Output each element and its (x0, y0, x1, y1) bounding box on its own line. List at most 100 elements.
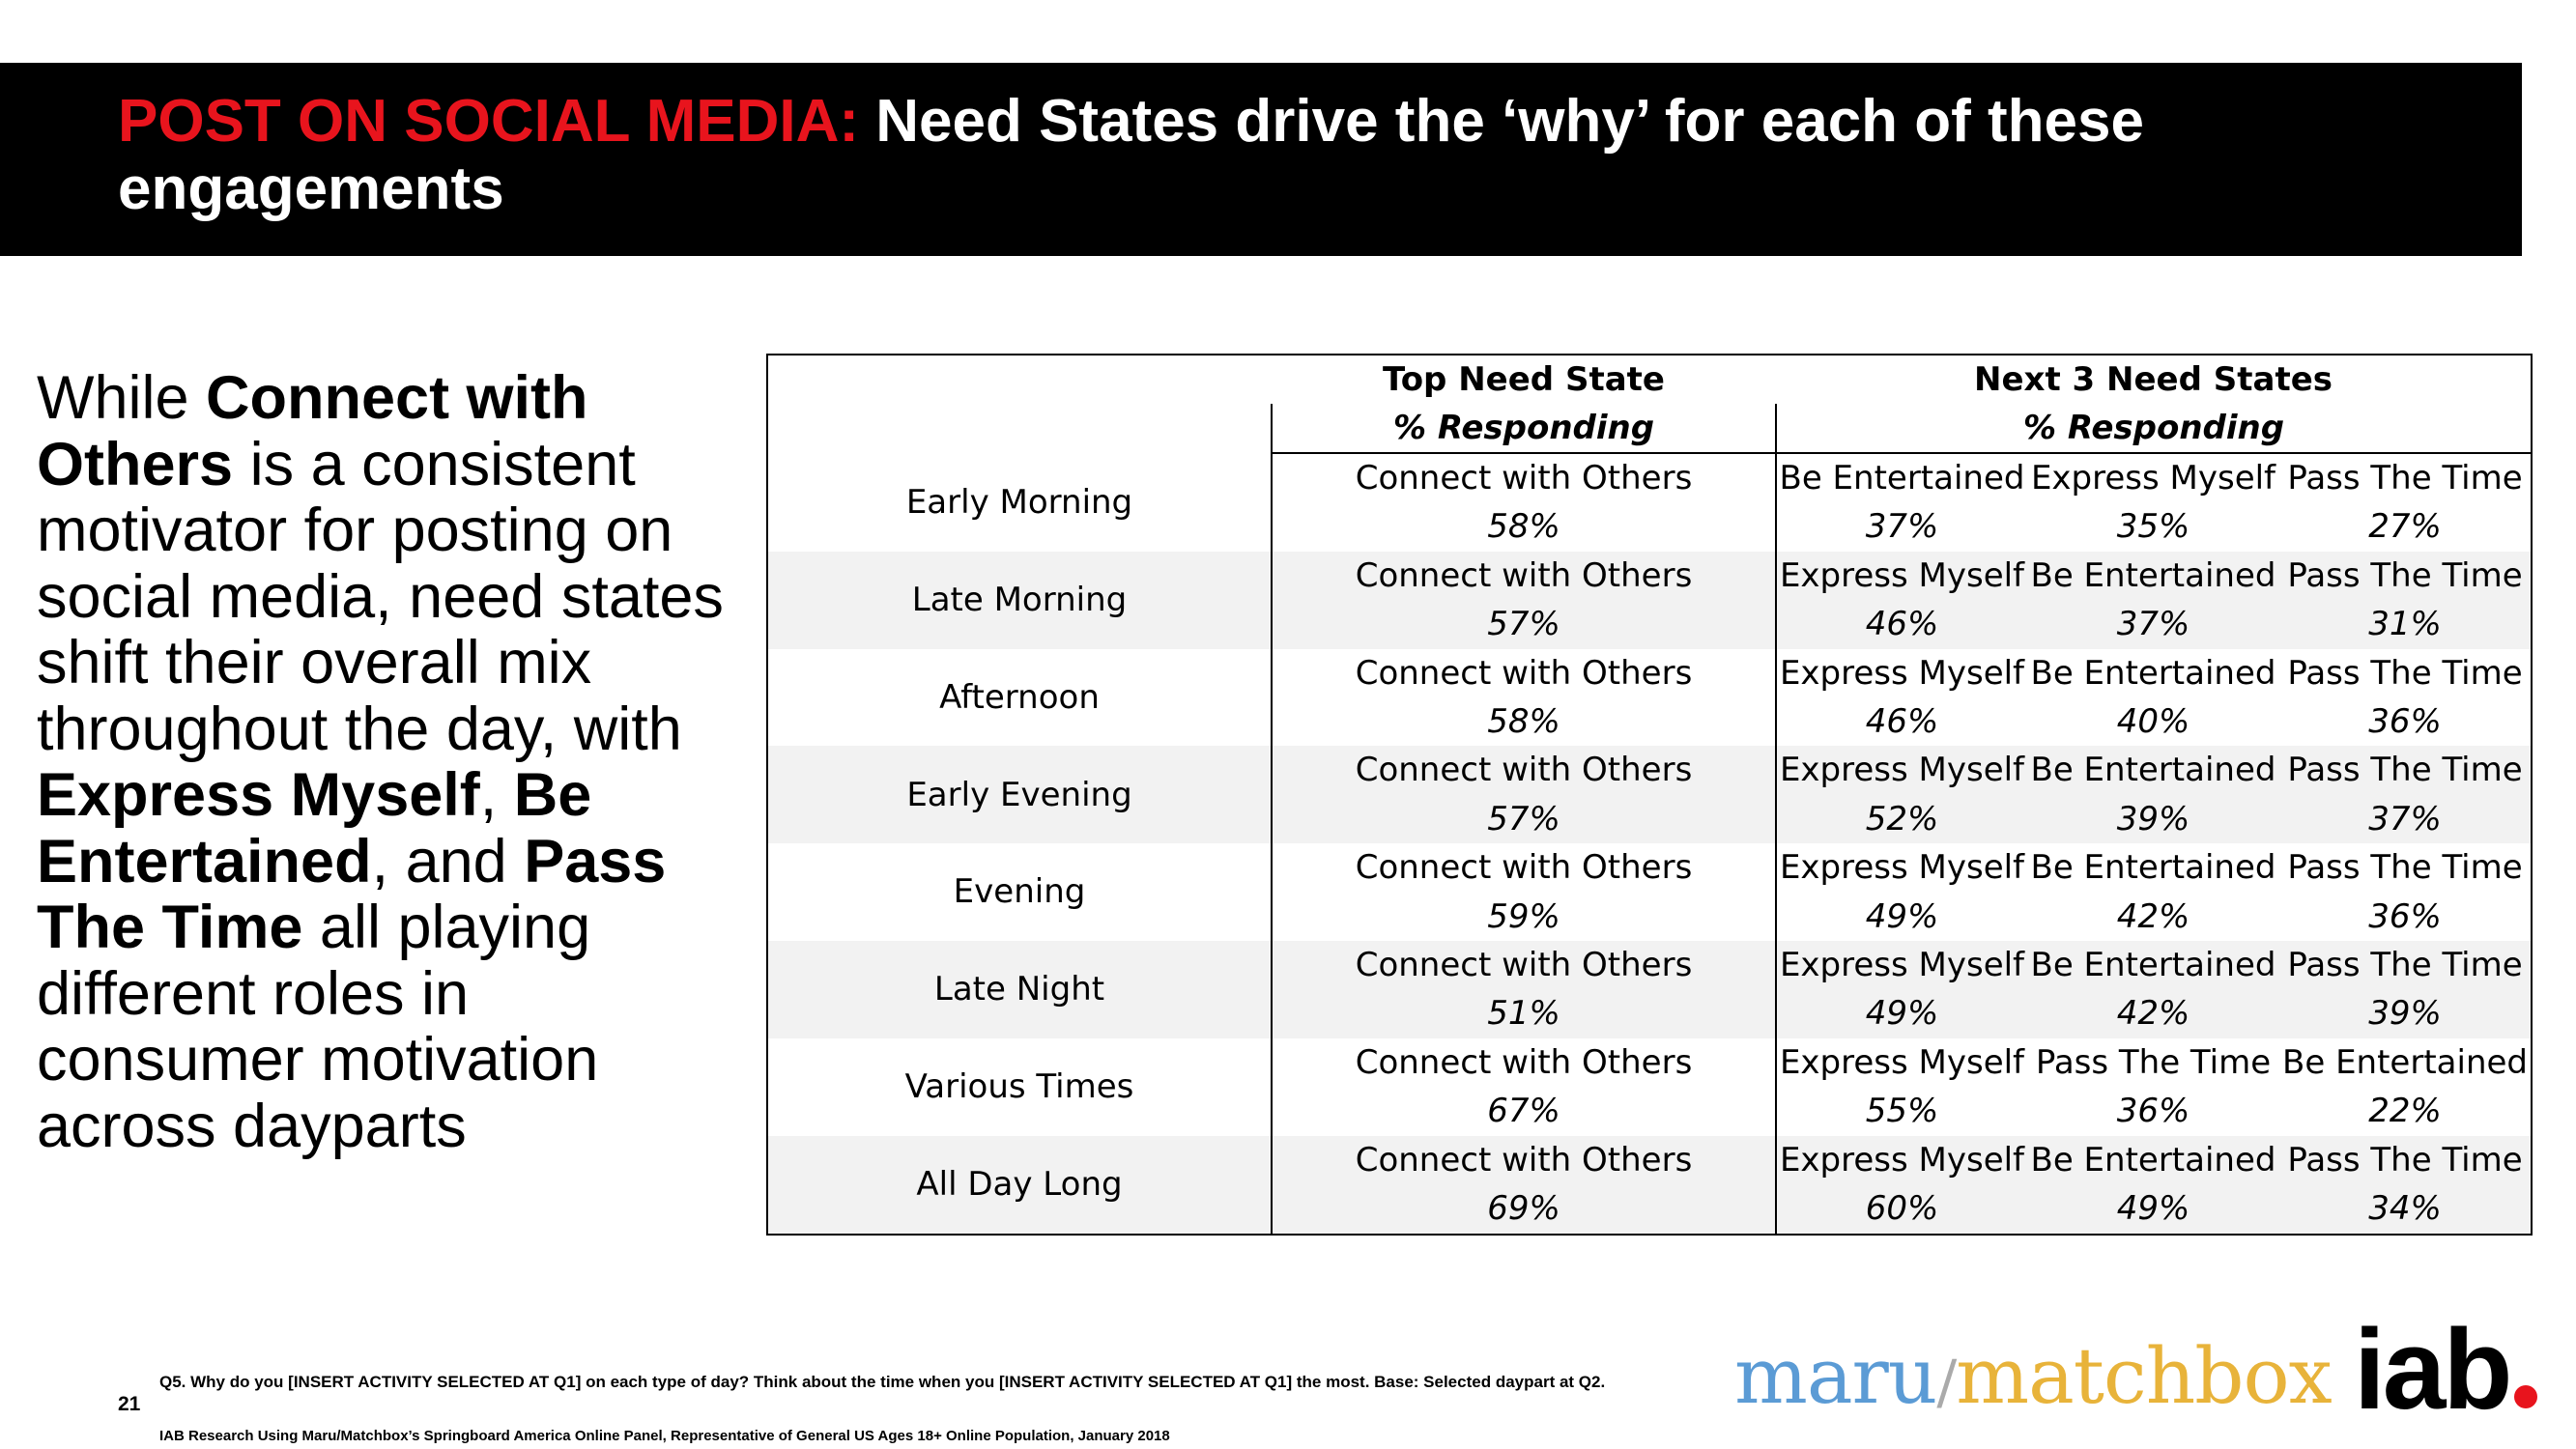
next-need-pct-3: 34% (2279, 1184, 2533, 1235)
daypart-label: Late Morning (767, 551, 1272, 649)
next-need-state-2: Pass The Time (2035, 1042, 2272, 1082)
slide-title: POST ON SOCIAL MEDIA: Need States drive … (118, 88, 2495, 223)
next-need-state-1: Express Myself (1775, 1135, 2027, 1185)
next-need-state-3: Pass The Time (2279, 746, 2533, 795)
table-row-pct: 51% 49% 42% 39% (767, 989, 2533, 1038)
page-number: 21 (118, 1393, 141, 1415)
body-text-1: While (37, 364, 207, 432)
top-need-state: Connect with Others (1271, 941, 1776, 990)
source-note: IAB Research Using Maru/Matchbox’s Sprin… (159, 1428, 1170, 1444)
next-need-state-2: Be Entertained (2030, 653, 2276, 693)
next-need-state-3: Be Entertained (2282, 1042, 2528, 1082)
next-need-header: Next 3 Need States (1974, 360, 2333, 399)
iab-dot-icon (2513, 1385, 2537, 1408)
body-text-4: , and (371, 827, 525, 895)
next-need-pct-3: 31% (2279, 600, 2533, 649)
body-bold-express: Express Myself (37, 761, 480, 829)
next-need-pct-2: 37% (2027, 600, 2279, 649)
daypart-label: Various Times (904, 1067, 1134, 1107)
table-row-pct: 58% 37% 35% 27% (767, 502, 2532, 552)
next-need-state-3: Pass The Time (2279, 941, 2533, 990)
table-row-pct: 67% 55% 36% 22% (767, 1087, 2532, 1136)
table-row: Early Morning Connect with Others Be Enter… (767, 451, 2533, 522)
daypart-label: Early Morning (905, 482, 1133, 522)
body-bold-connect: Connect with Others (37, 364, 588, 498)
table-row-pct: 59% 49% 42% 36% (767, 892, 2532, 942)
next-need-pct-1: 46% (1775, 697, 2027, 747)
top-need-state: Connect with Others (1271, 843, 1776, 893)
daypart-label: Early Evening (767, 746, 1272, 844)
daypart-label: Afternoon (939, 677, 1100, 717)
next-need-pct-2: 35% (2116, 507, 2190, 547)
next-need-state-3: Pass The Time (2287, 653, 2523, 693)
subheader-corner (767, 404, 1272, 453)
next-need-pct-2: 49% (2027, 1184, 2279, 1235)
next-need-state-2: Be Entertained (2027, 746, 2279, 795)
next-need-pct-2: 42% (2116, 896, 2190, 936)
next-need-pct-3: 22% (2368, 1092, 2442, 1131)
next-need-state-3: Pass The Time (2279, 451, 2533, 503)
matchbox-wordmark: matchbox (1956, 1331, 2333, 1421)
body-paragraph: While Connect with Others is a consisten… (37, 365, 752, 1159)
maru-wordmark: maru (1734, 1331, 1937, 1421)
top-need-pct: 51% (1271, 989, 1776, 1038)
next-need-pct-1: 52% (1775, 794, 2027, 844)
body-text-2: is a consistent motivator for posting on… (37, 430, 724, 763)
next-need-state-2: Be Entertained (2027, 551, 2279, 601)
next-need-state-1: Express Myself (1775, 941, 2027, 990)
next-responding-label: % Responding (1774, 404, 2533, 453)
next-need-state-1: Express Myself (1775, 551, 2027, 601)
next-need-state-3: Pass The Time (2287, 848, 2523, 888)
table-row: All Day Long Connect with Others Express M… (767, 1135, 2533, 1235)
top-need-pct: 58% (1271, 697, 1776, 747)
top-need-pct: 58% (1271, 502, 1776, 552)
daypart-label: Late Night (767, 941, 1272, 1038)
next-need-state-1: Express Myself (1775, 648, 2027, 698)
daypart-label: All Day Long (767, 1135, 1272, 1235)
next-need-pct-2: 39% (2027, 794, 2279, 844)
next-need-pct-1: 37% (1775, 502, 2027, 552)
maru-matchbox-logo: maru/matchbox (1734, 1331, 2333, 1426)
next-need-state-2: Be Entertained (2030, 848, 2276, 888)
header-corner (767, 355, 1272, 404)
next-need-pct-3: 39% (2279, 989, 2533, 1038)
title-rest: Need States drive the ‘why’ for each of … (118, 88, 2144, 222)
next-need-state-1: Be Entertained (1775, 451, 2027, 503)
header-row: Top Need State Next 3 Need States (767, 355, 2532, 404)
table-row: Afternoon Connect with Others Express Myse… (767, 648, 2532, 717)
next-need-pct-3: 36% (2368, 702, 2442, 742)
body-text-3: , (479, 761, 514, 829)
title-bar: POST ON SOCIAL MEDIA: Need States drive … (0, 63, 2522, 256)
iab-wordmark: iab (2354, 1306, 2512, 1434)
next-need-state-3: Pass The Time (2279, 1135, 2533, 1185)
body-bold-passtime: Pass The Time (37, 827, 667, 961)
daypart-label: Evening (953, 872, 1086, 912)
top-need-pct: 59% (1271, 892, 1776, 942)
next-need-state-2: Be Entertained (2027, 1135, 2279, 1185)
top-need-state: Connect with Others (1271, 746, 1776, 795)
table-row: Late Night Connect with Others Express Mys… (767, 941, 2533, 1038)
next-need-pct-3: 27% (2368, 507, 2442, 547)
next-need-pct-3: 36% (2368, 896, 2442, 936)
next-need-pct-1: 46% (1775, 600, 2027, 649)
table-row: Early Evening Connect with Others Express … (767, 746, 2533, 844)
table-row: Late Morning Connect with Others Express M… (767, 551, 2533, 649)
table-row-pct: 58% 46% 40% 36% (767, 697, 2532, 747)
top-need-pct: 57% (1271, 600, 1776, 649)
need-states-table: Top Need State Next 3 Need States % Resp… (766, 354, 2533, 1236)
top-need-pct: 57% (1271, 794, 1776, 844)
next-need-state-1: Express Myself (1775, 843, 2027, 893)
logo-slash: / (1936, 1347, 1957, 1417)
top-need-state: Connect with Others (1271, 451, 1776, 503)
top-need-pct: 69% (1271, 1184, 1776, 1235)
top-need-header: Top Need State (1383, 360, 1665, 399)
body-text-5: all playing different roles in consumer … (37, 894, 599, 1160)
title-accent: POST ON SOCIAL MEDIA: (118, 88, 860, 155)
top-need-state: Connect with Others (1271, 1037, 1776, 1088)
next-need-pct-1: 55% (1775, 1087, 2027, 1136)
question-footnote: Q5. Why do you [INSERT ACTIVITY SELECTED… (159, 1373, 1606, 1391)
top-need-state: Connect with Others (1271, 1135, 1776, 1185)
next-need-pct-1: 49% (1775, 892, 2027, 942)
next-need-state-2: Express Myself (2027, 451, 2279, 503)
top-need-state: Connect with Others (1271, 551, 1776, 601)
